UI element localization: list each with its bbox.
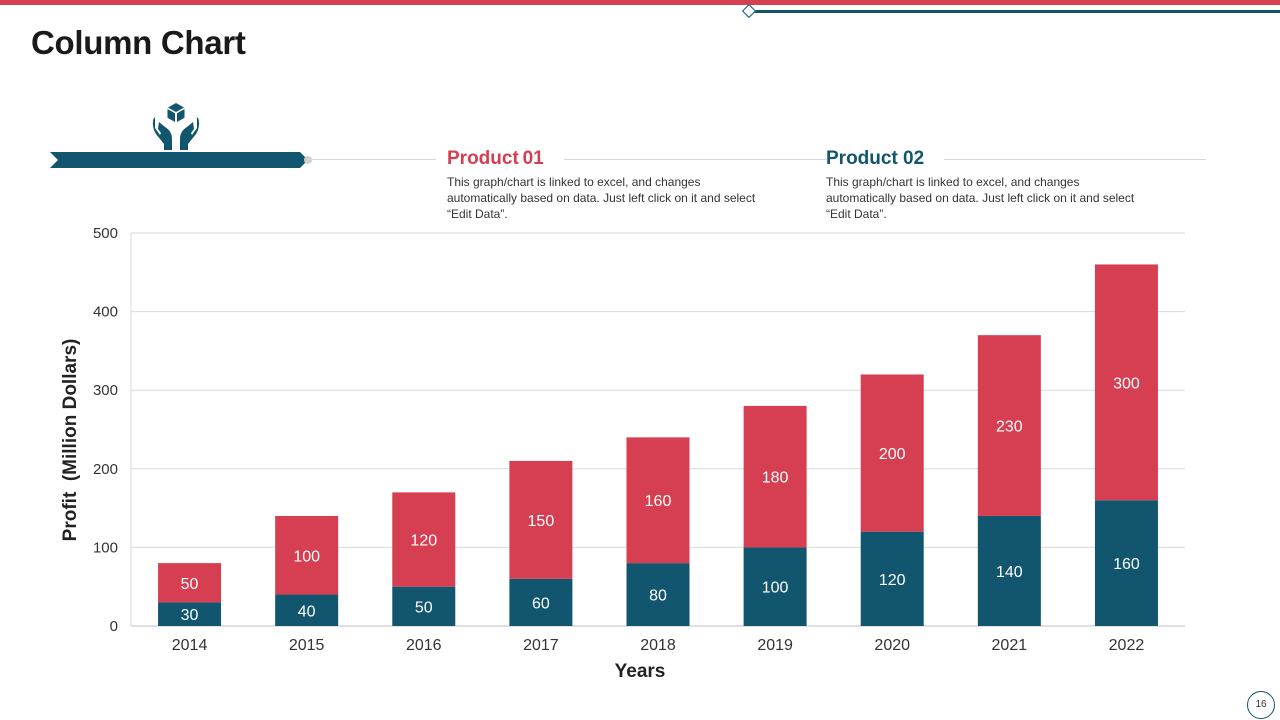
hands-holding-cube-icon xyxy=(152,103,200,150)
bar-product-02 xyxy=(743,547,807,626)
bar-product-02 xyxy=(275,594,339,626)
x-tick-label: 2014 xyxy=(172,637,208,654)
bar-product-02 xyxy=(1094,500,1158,626)
bar-product-02 xyxy=(392,586,456,626)
bar-product-01 xyxy=(626,437,690,564)
data-label: 150 xyxy=(528,513,555,530)
bar-product-01 xyxy=(158,563,222,603)
bar-product-01 xyxy=(743,405,807,548)
product-02-description: This graph/chart is linked to excel, and… xyxy=(826,175,1135,221)
bar-product-01 xyxy=(509,460,573,579)
data-label: 230 xyxy=(996,419,1023,436)
product-02-legend: Product 02 This graph/chart is linked to… xyxy=(826,148,1206,222)
top-accent-bar xyxy=(0,0,1280,5)
product-01-legend: Product 01 This graph/chart is linked to… xyxy=(447,148,827,222)
x-tick-label: 2018 xyxy=(640,637,676,654)
data-label: 40 xyxy=(298,603,316,620)
x-tick-label: 2021 xyxy=(992,637,1028,654)
header-ribbon xyxy=(50,152,312,168)
ribbon-connector-line xyxy=(308,159,436,160)
data-label: 140 xyxy=(996,564,1023,581)
data-label: 180 xyxy=(762,470,789,487)
data-label: 100 xyxy=(293,548,320,565)
bar-product-02 xyxy=(977,515,1041,626)
x-tick-label: 2019 xyxy=(757,637,793,654)
y-tick-label: 300 xyxy=(93,382,118,399)
bar-product-02 xyxy=(158,602,222,626)
y-tick-label: 0 xyxy=(110,618,118,635)
product-01-divider xyxy=(563,158,827,160)
data-label: 30 xyxy=(181,607,199,624)
x-axis-title: Years xyxy=(615,661,666,682)
data-label: 300 xyxy=(1113,375,1140,392)
x-tick-label: 2016 xyxy=(406,637,442,654)
data-label: 120 xyxy=(879,572,906,589)
product-02-title: Product 02 xyxy=(826,148,925,169)
y-axis-title: Profit (Million Dollars) xyxy=(60,339,81,542)
x-tick-label: 2015 xyxy=(289,637,325,654)
product-01-description: This graph/chart is linked to excel, and… xyxy=(447,175,756,221)
top-teal-line xyxy=(752,10,1280,13)
page-title: Column Chart xyxy=(31,24,246,61)
data-label: 160 xyxy=(1113,556,1140,573)
product-02-divider xyxy=(944,158,1206,160)
x-tick-label: 2022 xyxy=(1109,637,1145,654)
y-tick-label: 100 xyxy=(93,539,118,556)
data-label: 120 xyxy=(410,533,437,550)
data-label: 60 xyxy=(532,595,550,612)
data-label: 80 xyxy=(649,588,667,605)
product-01-title: Product 01 xyxy=(447,148,544,169)
data-label: 160 xyxy=(645,493,672,510)
data-label: 200 xyxy=(879,446,906,463)
bar-product-02 xyxy=(509,578,573,626)
bar-product-01 xyxy=(977,335,1041,516)
y-tick-label: 400 xyxy=(93,304,118,321)
y-tick-label: 500 xyxy=(93,225,118,242)
bar-product-01 xyxy=(860,374,924,532)
bar-product-01 xyxy=(1094,264,1158,501)
bar-product-02 xyxy=(626,563,690,626)
data-label: 50 xyxy=(415,599,433,616)
bar-product-01 xyxy=(275,515,339,595)
data-label: 50 xyxy=(181,576,199,593)
bar-product-02 xyxy=(860,531,924,626)
bar-product-01 xyxy=(392,492,456,587)
page-number: 16 xyxy=(1247,691,1275,719)
y-tick-label: 200 xyxy=(93,461,118,478)
x-tick-label: 2020 xyxy=(874,637,910,654)
data-label: 100 xyxy=(762,580,789,597)
x-tick-label: 2017 xyxy=(523,637,559,654)
